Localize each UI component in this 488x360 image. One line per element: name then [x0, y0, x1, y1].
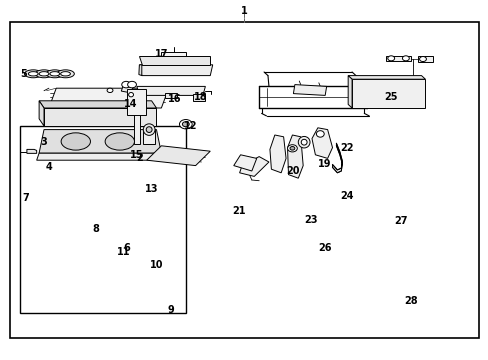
Ellipse shape	[28, 72, 38, 76]
Polygon shape	[49, 88, 168, 108]
Text: 22: 22	[340, 143, 353, 153]
Polygon shape	[347, 76, 425, 79]
Polygon shape	[139, 65, 142, 76]
Bar	[127, 89, 145, 115]
Ellipse shape	[61, 133, 90, 150]
Text: 20: 20	[286, 166, 300, 176]
Ellipse shape	[301, 139, 306, 145]
Bar	[161, 52, 185, 68]
Ellipse shape	[39, 72, 49, 76]
Ellipse shape	[24, 70, 42, 78]
Text: 10: 10	[149, 260, 163, 270]
Polygon shape	[39, 101, 44, 126]
Text: 18: 18	[193, 92, 207, 102]
Ellipse shape	[127, 81, 136, 88]
Polygon shape	[146, 146, 210, 166]
Polygon shape	[287, 135, 303, 178]
Polygon shape	[386, 56, 410, 61]
Polygon shape	[293, 85, 326, 95]
Polygon shape	[193, 94, 205, 101]
Text: 5: 5	[20, 69, 27, 79]
Text: 28: 28	[403, 296, 417, 306]
Text: 24: 24	[340, 191, 353, 201]
Text: 15: 15	[130, 150, 143, 160]
Polygon shape	[137, 86, 205, 95]
Bar	[134, 104, 140, 144]
Text: 27: 27	[393, 216, 407, 226]
Polygon shape	[39, 130, 161, 153]
Text: 4: 4	[45, 162, 52, 172]
Text: 11: 11	[117, 247, 130, 257]
Polygon shape	[332, 143, 342, 173]
Ellipse shape	[46, 70, 63, 78]
Ellipse shape	[105, 133, 134, 150]
Text: 16: 16	[168, 94, 182, 104]
Text: 14: 14	[124, 99, 138, 109]
Ellipse shape	[287, 145, 297, 152]
Text: 8: 8	[92, 224, 99, 234]
Ellipse shape	[57, 70, 74, 78]
Text: 17: 17	[154, 49, 168, 59]
Polygon shape	[121, 86, 133, 93]
Text: 21: 21	[231, 206, 245, 216]
Text: 3: 3	[41, 137, 47, 147]
Bar	[10, 22, 478, 338]
Polygon shape	[27, 149, 37, 153]
Ellipse shape	[387, 56, 394, 61]
Ellipse shape	[50, 72, 60, 76]
Ellipse shape	[179, 120, 192, 129]
Text: 2: 2	[136, 153, 142, 163]
Ellipse shape	[419, 57, 426, 62]
Text: 23: 23	[303, 215, 317, 225]
Bar	[143, 130, 155, 144]
Polygon shape	[239, 157, 268, 176]
Ellipse shape	[289, 147, 294, 150]
Polygon shape	[140, 65, 212, 76]
Ellipse shape	[143, 124, 155, 135]
Ellipse shape	[61, 72, 70, 76]
Polygon shape	[37, 153, 163, 160]
Text: 12: 12	[183, 121, 197, 131]
Text: 1: 1	[241, 6, 247, 16]
Polygon shape	[347, 76, 351, 108]
Ellipse shape	[402, 56, 408, 61]
Polygon shape	[39, 101, 156, 108]
Polygon shape	[351, 79, 425, 108]
Ellipse shape	[35, 70, 53, 78]
Text: 7: 7	[22, 193, 29, 203]
Text: 19: 19	[318, 159, 331, 169]
Polygon shape	[417, 56, 432, 62]
Ellipse shape	[298, 136, 309, 148]
Ellipse shape	[146, 127, 152, 132]
Ellipse shape	[122, 81, 130, 88]
Text: 6: 6	[123, 243, 130, 253]
Polygon shape	[165, 93, 177, 98]
Polygon shape	[44, 108, 156, 126]
Ellipse shape	[316, 131, 324, 137]
Text: 25: 25	[384, 92, 397, 102]
Polygon shape	[269, 135, 285, 173]
Polygon shape	[311, 128, 332, 158]
Ellipse shape	[182, 122, 189, 127]
Polygon shape	[139, 56, 210, 65]
Ellipse shape	[107, 88, 113, 93]
Text: 26: 26	[318, 243, 331, 253]
Text: 13: 13	[144, 184, 158, 194]
Polygon shape	[233, 155, 256, 171]
Bar	[20, 126, 185, 313]
Ellipse shape	[128, 93, 133, 97]
Text: 9: 9	[167, 305, 174, 315]
